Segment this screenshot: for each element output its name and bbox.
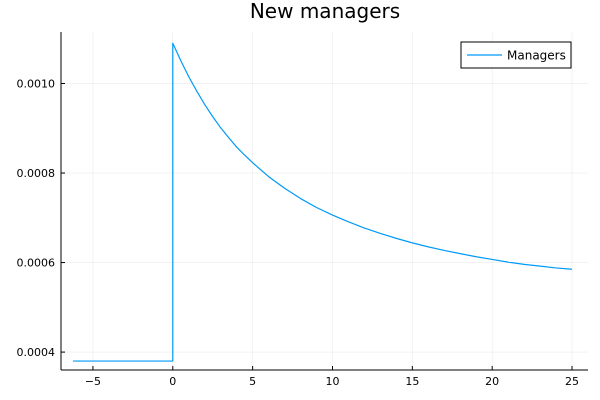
y-tick-label: 0.0010 (17, 77, 56, 90)
x-tick-label: 0 (169, 375, 176, 388)
x-tick-label: 20 (485, 375, 499, 388)
chart-title: New managers (250, 0, 400, 23)
series-layer (72, 42, 573, 362)
y-tick-label: 0.0008 (17, 167, 56, 180)
y-tick-label: 0.0006 (17, 257, 56, 270)
axes (60, 32, 588, 371)
y-ticks: 0.0004 0.0006 0.0008 0.0010 (17, 77, 65, 359)
legend-label-managers: Managers (507, 49, 566, 63)
x-ticks: −5 0 5 10 15 20 25 (85, 366, 579, 388)
legend: Managers (460, 41, 572, 69)
x-tick-label: −5 (85, 375, 101, 388)
series-line-managers (72, 42, 573, 362)
x-tick-label: 15 (405, 375, 419, 388)
x-tick-label: 5 (249, 375, 256, 388)
y-tick-label: 0.0004 (17, 346, 56, 359)
legend-box (460, 41, 572, 69)
x-tick-label: 10 (325, 375, 339, 388)
x-tick-label: 25 (565, 375, 579, 388)
